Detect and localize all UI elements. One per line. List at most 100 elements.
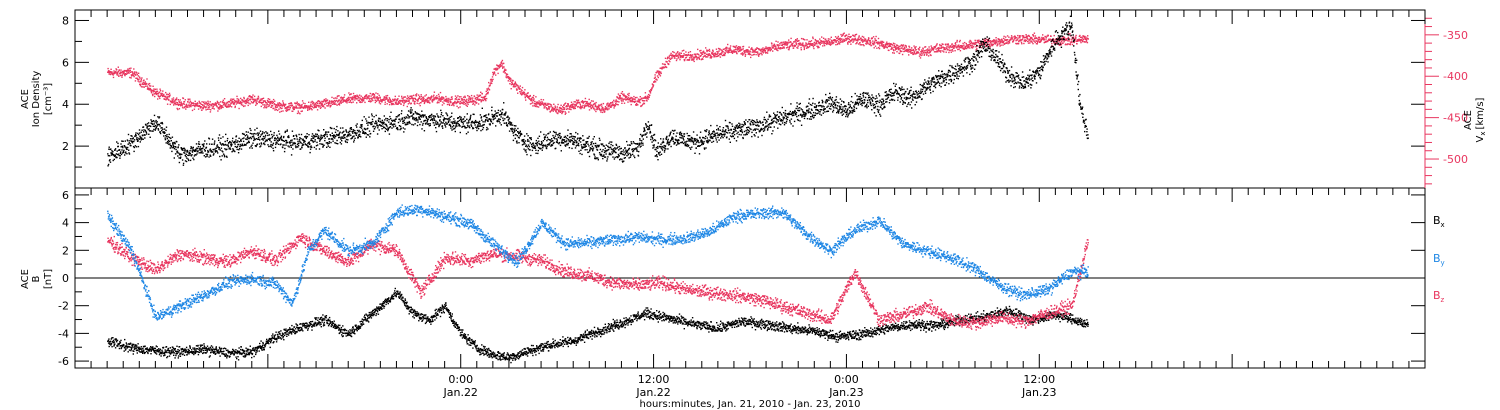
velocity-point <box>860 44 863 46</box>
velocity-point <box>942 50 944 52</box>
velocity-point <box>702 56 704 58</box>
velocity-point <box>117 71 119 73</box>
velocity-point <box>180 105 182 107</box>
velocity-point <box>827 39 830 42</box>
velocity-point <box>683 49 685 52</box>
density-point <box>378 129 380 131</box>
velocity-point <box>497 68 499 70</box>
density-point <box>342 131 344 133</box>
velocity-point <box>432 98 435 100</box>
velocity-point <box>349 99 352 102</box>
velocity-point <box>369 100 371 102</box>
velocity-point <box>403 96 405 98</box>
velocity-point <box>285 103 287 106</box>
velocity-point <box>809 44 811 46</box>
velocity-point <box>813 47 815 50</box>
density-point <box>332 140 334 142</box>
velocity-point <box>690 59 693 61</box>
velocity-point <box>220 107 222 110</box>
velocity-point <box>194 105 196 108</box>
velocity-point <box>635 102 638 105</box>
density-point <box>168 140 171 143</box>
velocity-point <box>940 50 942 52</box>
velocity-point <box>951 49 954 51</box>
velocity-point <box>257 95 260 98</box>
velocity-point <box>110 68 112 70</box>
velocity-point <box>995 41 998 43</box>
density-point <box>273 134 275 136</box>
density-point <box>133 150 135 153</box>
density-point <box>162 131 165 134</box>
velocity-point <box>390 102 393 105</box>
velocity-point <box>739 47 741 49</box>
velocity-point <box>842 40 845 42</box>
velocity-point <box>671 57 673 59</box>
velocity-point <box>643 100 646 102</box>
velocity-point <box>844 39 846 41</box>
velocity-point <box>244 102 246 104</box>
velocity-point <box>897 47 900 49</box>
velocity-point <box>189 100 191 102</box>
velocity-point <box>877 37 880 40</box>
density-point <box>320 137 322 140</box>
velocity-point <box>523 93 525 95</box>
velocity-point <box>936 43 938 45</box>
velocity-point <box>720 53 722 56</box>
velocity-point <box>766 52 769 54</box>
velocity-point <box>853 39 856 41</box>
velocity-point <box>721 49 723 52</box>
velocity-point <box>341 99 343 101</box>
velocity-point <box>785 44 787 46</box>
velocity-point <box>979 40 981 43</box>
velocity-point <box>357 99 359 102</box>
velocity-point <box>264 101 267 104</box>
velocity-point <box>842 33 845 35</box>
velocity-point <box>750 48 753 50</box>
density-point <box>240 148 243 150</box>
density-point <box>171 150 173 153</box>
velocity-point <box>186 106 189 108</box>
velocity-point <box>871 42 874 44</box>
density-point <box>242 144 244 147</box>
density-point <box>262 135 265 138</box>
velocity-point <box>477 98 479 100</box>
velocity-point <box>615 101 618 103</box>
velocity-point <box>727 52 729 54</box>
density-point <box>135 135 137 137</box>
density-point <box>377 127 379 129</box>
velocity-point <box>215 103 217 105</box>
velocity-point <box>422 98 425 101</box>
velocity-point <box>971 42 973 44</box>
velocity-point <box>755 53 757 56</box>
velocity-point <box>165 96 167 98</box>
velocity-point <box>315 106 317 109</box>
velocity-point <box>598 105 601 107</box>
velocity-point <box>658 70 661 73</box>
velocity-point <box>397 102 400 104</box>
density-point <box>335 129 337 131</box>
velocity-point <box>911 47 913 49</box>
velocity-point <box>673 54 675 57</box>
density-point <box>145 124 147 126</box>
velocity-point <box>705 53 708 55</box>
velocity-point <box>509 83 511 85</box>
velocity-point <box>361 101 363 103</box>
velocity-point <box>424 101 426 103</box>
density-point <box>326 142 329 144</box>
velocity-point <box>837 38 840 41</box>
velocity-point <box>371 93 373 95</box>
velocity-point <box>571 103 573 106</box>
velocity-point <box>441 96 443 98</box>
velocity-point <box>500 65 502 68</box>
velocity-point <box>682 55 685 57</box>
velocity-point <box>792 42 794 45</box>
velocity-point <box>723 48 726 50</box>
velocity-point <box>479 94 482 96</box>
velocity-point <box>890 43 892 45</box>
velocity-point <box>688 57 691 59</box>
velocity-point <box>607 104 610 106</box>
density-point <box>239 143 241 146</box>
velocity-point <box>893 52 895 54</box>
velocity-point <box>1013 39 1015 42</box>
density-point <box>145 131 148 134</box>
